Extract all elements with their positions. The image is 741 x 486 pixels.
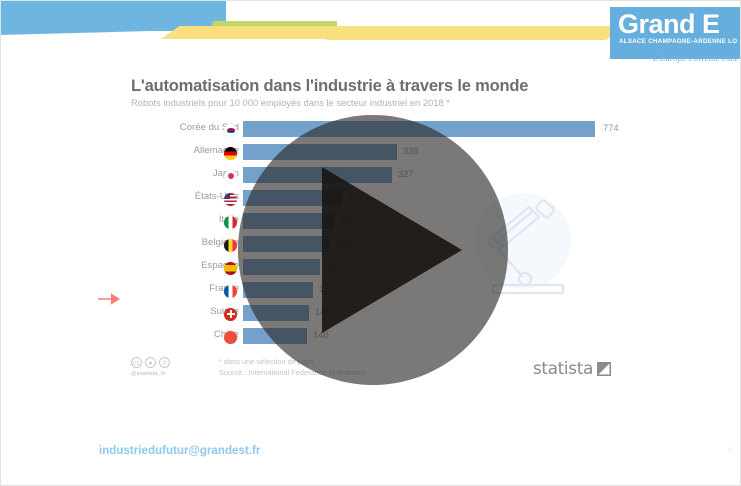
chart-source: Source : International Federation of Rob…	[219, 368, 366, 377]
page-number: 4	[727, 446, 732, 455]
statista-wordmark: statista	[532, 359, 593, 379]
contact-email[interactable]: industriedufutur@grandest.fr	[99, 444, 261, 457]
row-label: États-Unis	[194, 191, 239, 202]
flag-icon-us	[224, 192, 237, 206]
play-icon[interactable]	[322, 167, 462, 333]
header-yellow-band-2	[321, 29, 621, 40]
grand-est-logo: Grand E ALSACE CHAMPAGNE-ARDENNE LO	[610, 7, 740, 59]
flag-icon-kr	[224, 123, 237, 137]
creative-commons-icons: cc ● =	[131, 357, 170, 368]
chart-title: L'automatisation dans l'industrie à trav…	[131, 77, 529, 95]
row-label: Belgique	[201, 237, 239, 248]
flag-icon-cn	[224, 330, 237, 344]
flag-icon-de	[224, 146, 237, 160]
flag-icon-it	[224, 215, 237, 229]
infographic-footer: cc ● = @statista_fr * dans une sélection…	[131, 357, 611, 391]
row-label: Espagne	[201, 260, 239, 271]
red-arrow-icon	[98, 293, 120, 305]
bar-value: 774	[603, 122, 619, 133]
statista-logo: statista	[533, 359, 611, 379]
cc-icon: cc	[131, 357, 142, 368]
row-label: Corée du Sud	[179, 122, 239, 133]
row-label: Allemagne	[193, 145, 239, 156]
flag-icon-es	[224, 261, 237, 275]
logo-tagline: L'Europe s'invente chez	[653, 53, 738, 63]
logo-subtitle: ALSACE CHAMPAGNE-ARDENNE LO	[619, 38, 738, 45]
nd-icon: =	[159, 357, 170, 368]
flag-icon-jp	[224, 169, 237, 183]
chart-subtitle: Robots industriels pour 10 000 employés …	[131, 97, 450, 108]
statista-handle: @statista_fr	[131, 371, 166, 377]
chart-footnote: * dans une sélection de pays	[219, 357, 314, 366]
flag-icon-ch	[224, 307, 237, 321]
flag-icon-fr	[224, 284, 237, 298]
flag-icon-be	[224, 238, 237, 252]
logo-wordmark: Grand E	[618, 9, 720, 39]
statista-mark-icon	[597, 362, 611, 376]
by-icon: ●	[145, 357, 156, 368]
